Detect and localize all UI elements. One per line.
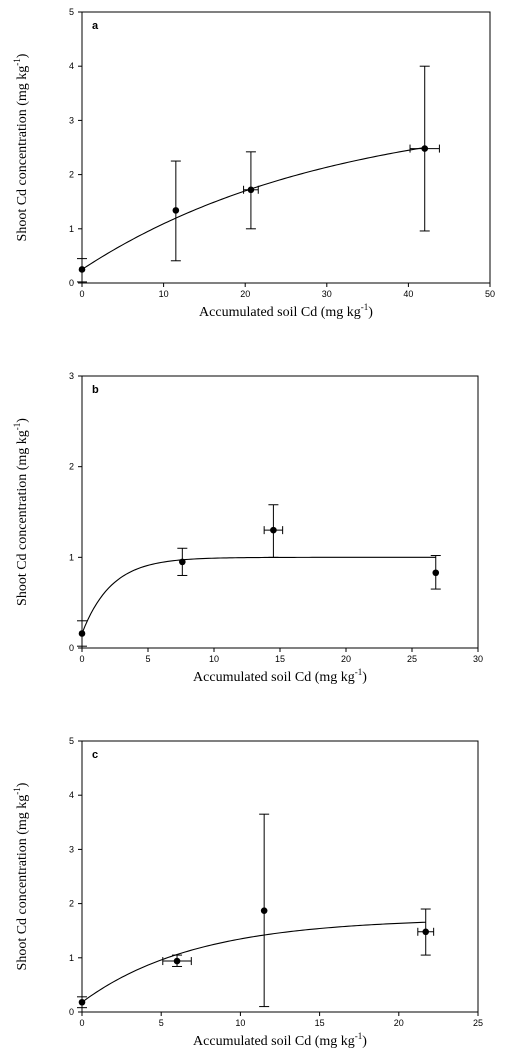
x-axis-label-sup: -1 (355, 1031, 363, 1041)
data-point-group (177, 547, 188, 576)
y-tick-label: 0 (69, 278, 74, 288)
x-tick-label: 20 (394, 1018, 404, 1028)
x-tick-label: 10 (159, 289, 169, 299)
x-axis-label-tail: ) (362, 670, 367, 685)
fit-curve (81, 556, 436, 634)
y-tick-label: 3 (69, 115, 74, 125)
x-tick-label: 10 (209, 654, 219, 664)
x-tick-label: 25 (407, 654, 417, 664)
data-point-group (77, 996, 87, 1009)
y-axis-label-main: Shoot Cd concentration (mg kg (15, 66, 30, 242)
y-tick-label: 5 (69, 7, 74, 17)
y-axis-label: Shoot Cd concentration (mg kg-1) (12, 782, 30, 970)
data-point-group (263, 504, 284, 558)
data-point (422, 928, 430, 936)
y-axis-label-main: Shoot Cd concentration (mg kg (15, 795, 30, 971)
x-tick-label: 5 (145, 654, 150, 664)
chart-panel-b: 0 5 10 15 20 25 30 0 1 2 3 b Accumulated soil Cd (mg… (12, 371, 483, 685)
y-axis-label-sup: -1 (12, 787, 22, 795)
x-tick-label: 20 (341, 654, 351, 664)
x-tick-label: 30 (322, 289, 332, 299)
x-axis-label-main: Accumulated soil Cd (mg kg (199, 305, 361, 320)
x-axis-label: Accumulated soil Cd (mg kg-1) (193, 667, 367, 685)
y-tick-label: 0 (69, 643, 74, 653)
x-axis-label-sup: -1 (355, 667, 363, 677)
x-axis-label-tail: ) (362, 1034, 367, 1049)
x-tick-label: 0 (79, 654, 84, 664)
x-axis-label-tail: ) (368, 305, 373, 320)
x-tick-label: 30 (473, 654, 483, 664)
data-point-group (77, 258, 87, 283)
x-axis-label: Accumulated soil Cd (mg kg-1) (199, 302, 373, 320)
data-point (172, 207, 180, 214)
y-axis-label-tail: ) (15, 782, 30, 787)
y-tick-label: 4 (69, 61, 74, 71)
x-tick-label: 50 (485, 289, 495, 299)
y-tick-label: 1 (69, 552, 74, 562)
y-axis-label: Shoot Cd concentration (mg kg-1) (12, 418, 30, 606)
y-axis-label-sup: -1 (12, 58, 22, 66)
x-tick-label: 10 (235, 1018, 245, 1028)
y-tick-label: 4 (69, 790, 74, 800)
y-tick-label: 0 (69, 1007, 74, 1017)
x-axis-label-main: Accumulated soil Cd (mg kg (193, 1034, 355, 1049)
data-point (179, 558, 186, 566)
data-point-group (162, 954, 192, 967)
y-tick-label: 5 (69, 736, 74, 746)
y-tick-label: 1 (69, 224, 74, 234)
data-point (78, 630, 86, 637)
x-tick-label: 40 (403, 289, 413, 299)
chart-panel-c: 0 5 10 15 20 25 0 1 2 3 4 5 c Accumulated soil Cd (mg… (12, 736, 483, 1049)
data-point (270, 526, 277, 534)
x-axis-label-main: Accumulated soil Cd (mg kg (193, 670, 355, 685)
x-axis-label-sup: -1 (361, 302, 369, 312)
plot-frame (81, 740, 479, 1013)
data-point-group (409, 65, 440, 232)
y-axis-label-tail: ) (15, 53, 30, 58)
y-tick-label: 1 (69, 953, 74, 963)
x-tick-label: 15 (275, 654, 285, 664)
y-tick-label: 2 (69, 899, 74, 909)
y-axis-label-sup: -1 (12, 423, 22, 431)
data-point-group (259, 813, 270, 1008)
plot-frame (81, 375, 479, 649)
data-point (432, 569, 440, 577)
data-point (260, 907, 268, 914)
plot-frame (81, 11, 491, 284)
data-point-group (77, 620, 87, 647)
y-axis-label-tail: ) (15, 418, 30, 423)
data-point (78, 266, 86, 273)
x-axis-label: Accumulated soil Cd (mg kg-1) (193, 1031, 367, 1049)
y-axis-label-main: Shoot Cd concentration (mg kg (15, 430, 30, 606)
data-point-group (417, 908, 435, 956)
y-tick-label: 2 (69, 170, 74, 180)
data-point (78, 998, 86, 1006)
fit-curve (81, 146, 425, 270)
panel-label: a (92, 20, 99, 32)
data-point (421, 145, 429, 152)
data-point-group (170, 160, 181, 262)
y-tick-label: 3 (69, 844, 74, 854)
y-axis-label: Shoot Cd concentration (mg kg-1) (12, 53, 30, 241)
data-point (247, 186, 255, 194)
data-point (173, 957, 181, 965)
x-tick-label: 0 (79, 289, 84, 299)
x-tick-label: 20 (240, 289, 250, 299)
panel-label: b (92, 384, 99, 396)
data-point-group (243, 151, 259, 230)
y-tick-label: 3 (69, 371, 74, 381)
data-point-group (430, 555, 441, 590)
panel-label: c (92, 749, 98, 761)
x-tick-label: 0 (79, 1018, 84, 1028)
x-tick-label: 5 (159, 1018, 164, 1028)
x-tick-label: 25 (473, 1018, 483, 1028)
chart-panel-a: 0 10 20 30 40 50 0 1 2 3 4 5 a Accumulated soil Cd (m… (12, 7, 495, 320)
x-tick-label: 15 (315, 1018, 325, 1028)
y-tick-label: 2 (69, 462, 74, 472)
fit-curve (81, 921, 426, 1003)
